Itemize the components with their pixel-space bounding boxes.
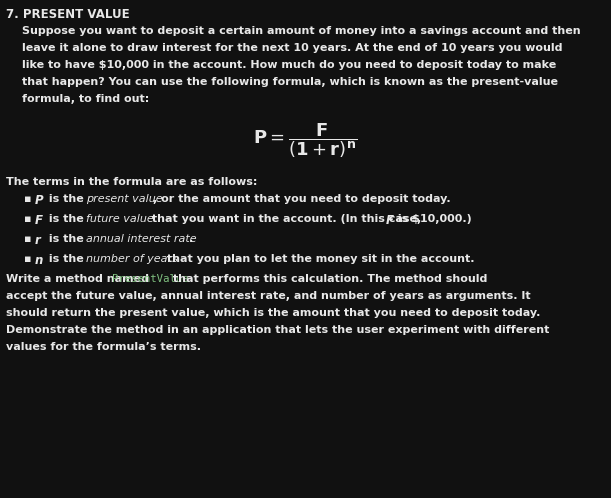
Text: that performs this calculation. The method should: that performs this calculation. The meth… [169,274,487,284]
Text: Suppose you want to deposit a certain amount of money into a savings account and: Suppose you want to deposit a certain am… [22,26,580,36]
Text: present value: present value [86,194,163,204]
Text: is the: is the [45,234,87,244]
Text: ▪: ▪ [24,254,32,264]
Text: $\mathit{\boldsymbol{F}}$: $\mathit{\boldsymbol{F}}$ [385,214,395,227]
Text: accept the future value, annual interest rate, and number of years as arguments.: accept the future value, annual interest… [6,291,530,301]
Text: is the: is the [45,254,87,264]
Text: that you want in the account. (In this case,: that you want in the account. (In this c… [148,214,425,224]
Text: formula, to find out:: formula, to find out: [22,94,149,104]
Text: $\mathit{\boldsymbol{n}}$: $\mathit{\boldsymbol{n}}$ [34,254,44,267]
Text: PresentValue: PresentValue [112,274,189,284]
Text: like to have $10,000 in the account. How much do you need to deposit today to ma: like to have $10,000 in the account. How… [22,60,556,70]
Text: number of years: number of years [86,254,178,264]
Text: ▪: ▪ [24,214,32,224]
Text: $\mathit{\boldsymbol{r}}$: $\mathit{\boldsymbol{r}}$ [34,234,42,247]
Text: The terms in the formula are as follows:: The terms in the formula are as follows: [6,177,257,187]
Text: ▪: ▪ [24,194,32,204]
Text: .: . [189,234,194,244]
Text: is the: is the [45,214,87,224]
Text: $\mathit{\boldsymbol{P}}$: $\mathit{\boldsymbol{P}}$ [34,194,45,207]
Text: Write a method named: Write a method named [6,274,153,284]
Text: 7. PRESENT VALUE: 7. PRESENT VALUE [6,8,130,21]
Text: future value: future value [86,214,154,224]
Text: is the: is the [45,194,87,204]
Text: Demonstrate the method in an application that lets the user experiment with diff: Demonstrate the method in an application… [6,325,549,335]
Text: $\mathit{\boldsymbol{F}}$: $\mathit{\boldsymbol{F}}$ [34,214,44,227]
Text: should return the present value, which is the amount that you need to deposit to: should return the present value, which i… [6,308,540,318]
Text: that happen? You can use the following formula, which is known as the present-va: that happen? You can use the following f… [22,77,558,87]
Text: $\mathbf{P} = \dfrac{\mathbf{F}}{(\mathbf{1}+\mathbf{r})^{\mathbf{n}}}$: $\mathbf{P} = \dfrac{\mathbf{F}}{(\mathb… [253,122,357,160]
Text: leave it alone to draw interest for the next 10 years. At the end of 10 years yo: leave it alone to draw interest for the … [22,43,563,53]
Text: , or the amount that you need to deposit today.: , or the amount that you need to deposit… [153,194,451,204]
Text: ▪: ▪ [24,234,32,244]
Text: is $10,000.): is $10,000.) [394,214,472,224]
Text: values for the formula’s terms.: values for the formula’s terms. [6,342,201,352]
Text: that you plan to let the money sit in the account.: that you plan to let the money sit in th… [164,254,475,264]
Text: annual interest rate: annual interest rate [86,234,197,244]
